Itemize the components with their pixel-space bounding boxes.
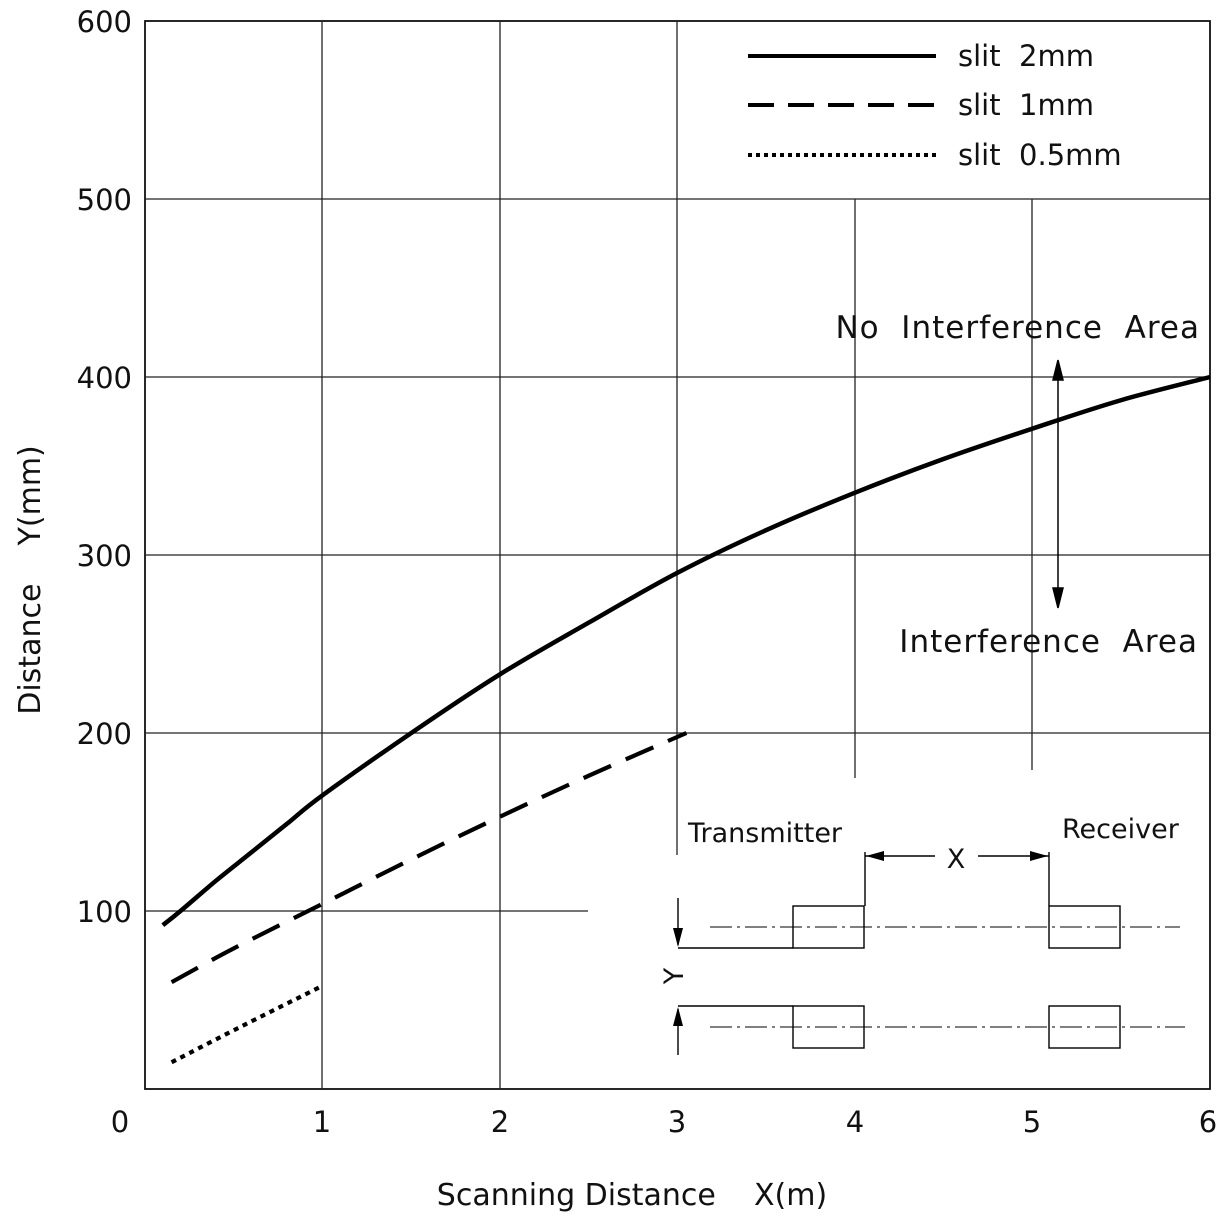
x-tick-label: 3: [668, 1105, 686, 1139]
y-tick-labels: 600 500 400 300 200 100: [77, 5, 132, 929]
y-tick-label: 400: [77, 361, 132, 395]
receiver-label: Receiver: [1062, 814, 1180, 845]
x-tick-label: 5: [1023, 1105, 1041, 1139]
interference-label: Interference Area: [899, 624, 1198, 660]
arrow-down-icon: [673, 928, 683, 947]
no-interference-label: No Interference Area: [835, 310, 1200, 346]
y-tick-label: 300: [77, 539, 132, 573]
arrow-down-icon: [1052, 587, 1064, 609]
arrow-up-icon: [1052, 359, 1064, 381]
arrow-right-icon: [1030, 851, 1048, 861]
x-tick-label: 2: [491, 1105, 509, 1139]
y-tick-label: 600: [77, 5, 132, 39]
grid: [145, 21, 1210, 1089]
legend: slit 2mm slit 1mm slit 0.5mm: [748, 39, 1122, 172]
y-tick-label: 100: [77, 895, 132, 929]
transmitter-label: Transmitter: [687, 818, 843, 849]
x-tick-labels: 0 1 2 3 4 5 6: [111, 1105, 1217, 1139]
arrow-left-icon: [866, 851, 884, 861]
series-line-solid: [161, 374, 1211, 927]
y-tick-label: 200: [77, 717, 132, 751]
y-symbol: Y: [659, 967, 690, 985]
area-arrow: [1052, 359, 1064, 609]
legend-label: slit 2mm: [958, 39, 1094, 73]
x-tick-label: 0: [111, 1105, 129, 1139]
series-line-dotted: [170, 983, 324, 1065]
legend-label: slit 0.5mm: [958, 138, 1122, 172]
legend-label: slit 1mm: [958, 88, 1094, 122]
inset-diagram: Transmitter Receiver X Y: [659, 814, 1185, 1055]
y-tick-label: 500: [77, 183, 132, 217]
series-line-dashed: [170, 731, 688, 985]
x-tick-label: 6: [1199, 1105, 1217, 1139]
x-tick-label: 1: [313, 1105, 331, 1139]
x-tick-label: 4: [846, 1105, 864, 1139]
receiver-top-box: [1048, 905, 1121, 949]
series-layer: [161, 374, 1211, 1065]
y-axis-title: Distance Y(mm): [13, 445, 48, 715]
arrow-up-icon: [673, 1007, 683, 1026]
x-axis-title: Scanning Distance X(m): [437, 1178, 827, 1213]
x-symbol: X: [947, 844, 966, 875]
receiver-bottom-box: [1048, 1005, 1121, 1049]
